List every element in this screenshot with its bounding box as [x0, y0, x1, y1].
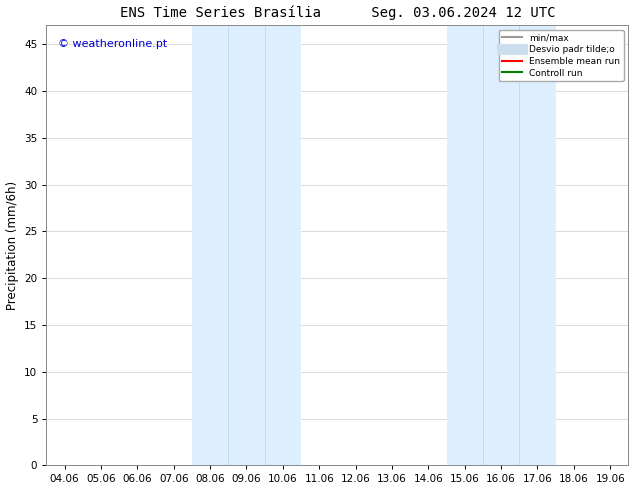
Title: ENS Time Series Brasília      Seg. 03.06.2024 12 UTC: ENS Time Series Brasília Seg. 03.06.2024… [120, 5, 555, 20]
Bar [192, 25, 301, 466]
Text: © weatheronline.pt: © weatheronline.pt [58, 39, 167, 49]
Y-axis label: Precipitation (mm/6h): Precipitation (mm/6h) [6, 181, 18, 310]
Legend: min/max, Desvio padr tilde;o, Ensemble mean run, Controll run: min/max, Desvio padr tilde;o, Ensemble m… [498, 30, 624, 81]
Bar [446, 25, 555, 466]
